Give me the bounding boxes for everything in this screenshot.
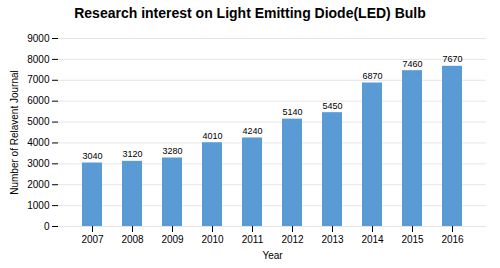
svg-text:5140: 5140 bbox=[282, 107, 302, 117]
svg-text:2012: 2012 bbox=[281, 234, 304, 245]
svg-text:2009: 2009 bbox=[161, 234, 184, 245]
svg-text:5450: 5450 bbox=[322, 101, 342, 111]
svg-text:Year: Year bbox=[262, 250, 283, 261]
svg-text:3040: 3040 bbox=[82, 151, 102, 161]
svg-text:4000: 4000 bbox=[27, 137, 50, 148]
svg-text:Number of Relavent Journal: Number of Relavent Journal bbox=[9, 70, 20, 195]
html-text:Research interest on Light Emi: Research interest on Light Emitting Diod… bbox=[74, 5, 426, 21]
svg-text:2013: 2013 bbox=[321, 234, 344, 245]
svg-text:3000: 3000 bbox=[27, 158, 50, 169]
svg-text:7000: 7000 bbox=[27, 74, 50, 85]
svg-text:7670: 7670 bbox=[442, 54, 462, 64]
svg-text:2010: 2010 bbox=[201, 234, 224, 245]
svg-text:9000: 9000 bbox=[27, 33, 50, 44]
svg-text:2008: 2008 bbox=[121, 234, 144, 245]
svg-text:2007: 2007 bbox=[81, 234, 104, 245]
svg-text:2016: 2016 bbox=[441, 234, 464, 245]
svg-text:0: 0 bbox=[44, 221, 50, 232]
svg-text:3120: 3120 bbox=[122, 149, 142, 159]
svg-text:1000: 1000 bbox=[27, 200, 50, 211]
svg-text:6870: 6870 bbox=[362, 71, 382, 81]
svg-text:5000: 5000 bbox=[27, 116, 50, 127]
svg-text:8000: 8000 bbox=[27, 54, 50, 65]
svg-text:4240: 4240 bbox=[242, 126, 262, 136]
svg-text:2011: 2011 bbox=[242, 234, 264, 245]
svg-text:7460: 7460 bbox=[402, 59, 422, 69]
svg-text:2015: 2015 bbox=[401, 234, 424, 245]
svg-text:4010: 4010 bbox=[202, 131, 222, 141]
svg-text:2000: 2000 bbox=[27, 179, 50, 190]
svg-text:3280: 3280 bbox=[162, 146, 182, 156]
svg-text:2014: 2014 bbox=[361, 234, 384, 245]
svg-text:6000: 6000 bbox=[27, 95, 50, 106]
